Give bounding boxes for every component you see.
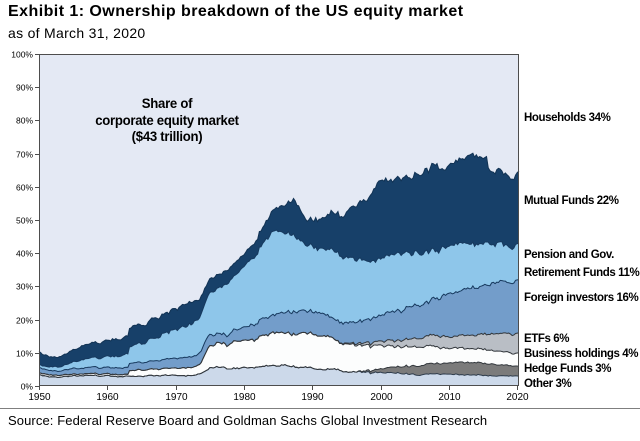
x-tick-label: 1950	[28, 392, 51, 403]
series-boundary-line	[38, 361, 520, 378]
chart-title: Exhibit 1: Ownership breakdown of the US…	[8, 3, 464, 20]
series-label-mutual-funds: Mutual Funds 22%	[524, 195, 619, 207]
x-tick-label: 1990	[301, 392, 324, 403]
series-label-foreign-investors: Foreign investors 16%	[524, 292, 639, 304]
y-tick-label: 40%	[16, 249, 33, 259]
area-hedge-funds	[39, 361, 519, 378]
source-divider	[0, 408, 640, 409]
y-tick-label: 0%	[21, 382, 34, 392]
series-boundary-line	[38, 229, 520, 368]
y-tick-label: 70%	[16, 150, 33, 160]
series-label-other: Other 3%	[524, 378, 572, 390]
area-mutual-funds	[39, 153, 519, 368]
y-tick-label: 80%	[16, 116, 33, 126]
area-pension-and-gov-retirement-funds	[39, 230, 519, 372]
series-label-pension-gov-retirement-funds: Pension and Gov. Retirement Funds 11%	[524, 249, 640, 279]
x-tick-label: 1980	[233, 392, 256, 403]
y-tick-label: 30%	[16, 282, 33, 292]
x-tick-label: 1970	[165, 392, 188, 403]
series-label-business-holdings: Business holdings 4%	[524, 348, 639, 360]
series-boundary-line	[38, 331, 520, 377]
series-label-hedge-funds: Hedge Funds 3%	[524, 363, 612, 375]
y-tick-label: 10%	[16, 349, 33, 359]
plot-frame	[39, 54, 519, 386]
area-other	[39, 364, 519, 386]
area-etfs	[39, 331, 519, 376]
y-tick-label: 60%	[16, 183, 33, 193]
series-label-etfs: ETFs 6%	[524, 333, 570, 345]
y-tick-label: 20%	[16, 316, 33, 326]
y-tick-label: 50%	[16, 216, 33, 226]
y-tick-label: 90%	[16, 83, 33, 93]
series-boundary-line	[38, 152, 520, 359]
x-tick-label: 1960	[96, 392, 119, 403]
area-business-holdings	[39, 331, 519, 378]
series-boundary-line	[38, 279, 520, 373]
x-tick-label: 2000	[370, 392, 393, 403]
x-tick-label: 2020	[506, 392, 529, 403]
series-label-households: Households 34%	[524, 112, 611, 124]
area-foreign-investors	[39, 279, 519, 376]
source-text: Source: Federal Reserve Board and Goldma…	[8, 413, 488, 428]
y-tick-label: 100%	[11, 50, 33, 60]
chart-annotation: Share of corporate equity market ($43 tr…	[95, 95, 239, 144]
chart-subtitle: as of March 31, 2020	[8, 25, 146, 41]
x-tick-label: 2010	[438, 392, 461, 403]
